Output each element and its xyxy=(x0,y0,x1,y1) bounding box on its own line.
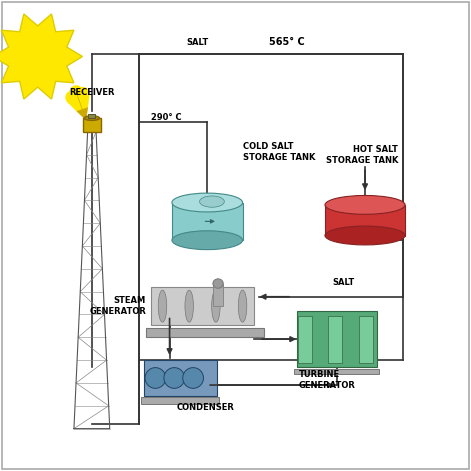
Circle shape xyxy=(145,367,166,388)
Ellipse shape xyxy=(172,231,243,250)
Bar xyxy=(213,284,223,306)
Text: 290° C: 290° C xyxy=(151,114,181,122)
Circle shape xyxy=(183,367,203,388)
Polygon shape xyxy=(0,14,82,99)
Text: 565° C: 565° C xyxy=(269,37,305,47)
Bar xyxy=(325,205,405,236)
Bar xyxy=(146,328,264,337)
Bar xyxy=(172,203,243,240)
Ellipse shape xyxy=(200,196,224,207)
Bar xyxy=(294,369,379,374)
Bar xyxy=(88,114,96,118)
Text: HOT SALT
STORAGE TANK: HOT SALT STORAGE TANK xyxy=(325,145,398,165)
Ellipse shape xyxy=(238,290,247,322)
Bar xyxy=(83,118,101,132)
Bar xyxy=(144,360,217,396)
Text: SALT: SALT xyxy=(333,278,355,287)
Ellipse shape xyxy=(211,290,220,322)
Bar xyxy=(151,287,254,325)
Ellipse shape xyxy=(325,226,405,245)
Bar xyxy=(297,311,377,367)
Text: SALT: SALT xyxy=(187,38,209,47)
Bar xyxy=(359,316,373,363)
Ellipse shape xyxy=(185,290,194,322)
Text: CONDENSER: CONDENSER xyxy=(177,403,235,412)
Bar xyxy=(328,316,342,363)
Ellipse shape xyxy=(213,279,223,288)
Ellipse shape xyxy=(172,193,243,212)
Text: TURBINE
GENERATOR: TURBINE GENERATOR xyxy=(299,370,356,390)
Text: RECEIVER: RECEIVER xyxy=(69,88,114,97)
Ellipse shape xyxy=(84,116,99,121)
Ellipse shape xyxy=(158,290,167,322)
Text: STEAM
GENERATOR: STEAM GENERATOR xyxy=(89,296,146,316)
Circle shape xyxy=(164,367,185,388)
Bar xyxy=(298,316,312,363)
Bar xyxy=(141,397,219,404)
Ellipse shape xyxy=(325,195,405,214)
Text: COLD SALT
STORAGE TANK: COLD SALT STORAGE TANK xyxy=(243,142,315,162)
